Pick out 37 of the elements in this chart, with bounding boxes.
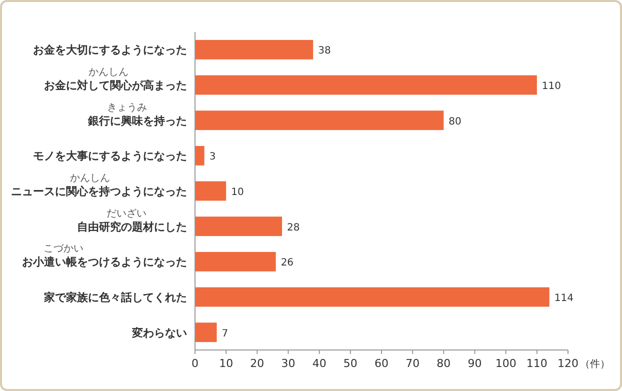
- text: かんしん: [88, 67, 128, 78]
- data-label: 10: [231, 187, 244, 198]
- text: きょうみ: [107, 102, 147, 114]
- text: だいざい: [106, 208, 146, 220]
- x-tick-label: 80: [436, 357, 451, 370]
- x-tick-label: 90: [468, 357, 482, 370]
- x-tick-label: 60: [374, 357, 388, 370]
- x-tick-label: 50: [343, 357, 358, 370]
- data-label: 38: [318, 46, 331, 57]
- x-axis-title: （件）: [580, 359, 610, 370]
- data-label: 110: [542, 81, 562, 92]
- y-tick-label: 自由研究の題材にした: [77, 220, 187, 234]
- y-tick-label: ニュースに関心を持つようになった: [11, 185, 187, 198]
- data-label: 28: [287, 222, 300, 234]
- text: こづかい: [43, 244, 84, 255]
- y-tick-label: お小遣い帳をつけるようになった: [22, 256, 187, 269]
- x-tick-label: 40: [312, 357, 326, 370]
- x-tick-label: 100: [495, 357, 516, 370]
- y-tick-label: 変わらない: [131, 326, 187, 340]
- x-tick-label: 70: [406, 357, 420, 370]
- y-tick-label: お金に対して関心が高まった: [44, 79, 187, 92]
- data-label: 7: [222, 328, 228, 340]
- y-tick-label: 銀行に興味を持った: [87, 114, 187, 128]
- x-tick-label: 110: [526, 357, 548, 370]
- data-label: 26: [280, 258, 294, 269]
- x-tick-label: 20: [250, 357, 264, 370]
- data-label: 80: [448, 116, 462, 128]
- x-tick-label: 10: [219, 357, 234, 370]
- y-tick-label: モノを大事にするようになった: [33, 150, 187, 163]
- x-tick-label: 120: [558, 357, 578, 370]
- data-label: 114: [554, 293, 574, 304]
- y-tick-label: お金を大切にするようになった: [33, 44, 187, 57]
- data-label: 3: [209, 152, 216, 163]
- text: かんしん: [70, 173, 110, 184]
- x-tick-label: 0: [192, 357, 198, 370]
- x-tick-label: 30: [281, 357, 296, 370]
- y-tick-label: 家で家族に色々話してくれた: [43, 291, 187, 304]
